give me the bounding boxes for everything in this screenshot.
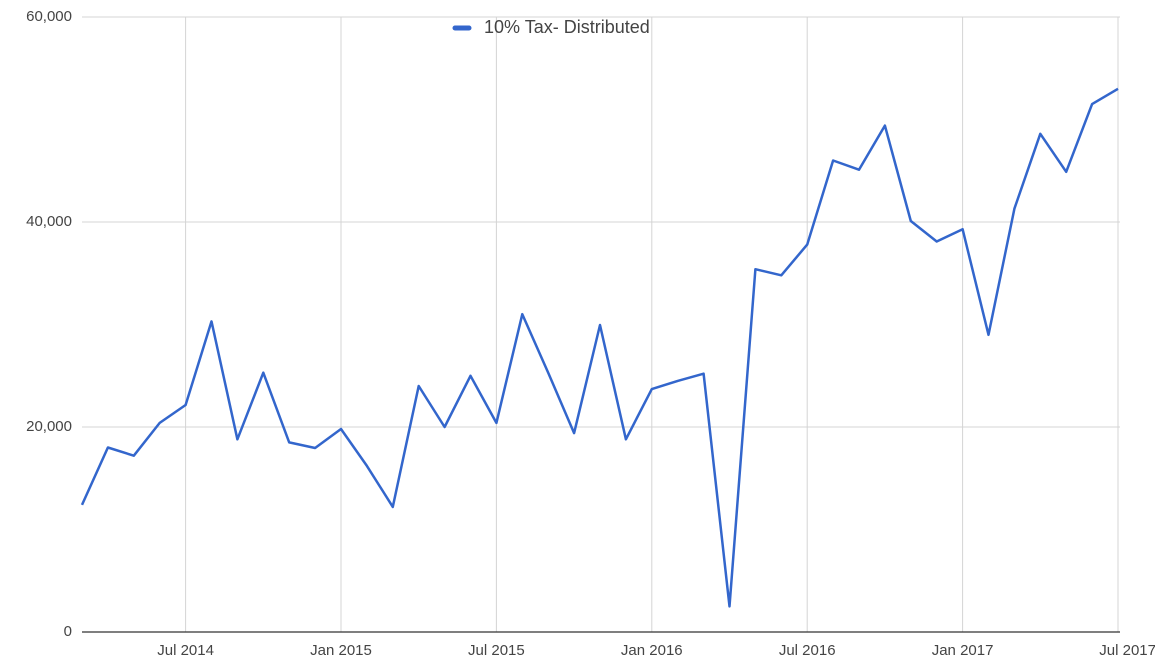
x-tick-label: Jul 2014 bbox=[157, 642, 214, 659]
x-tick-label: Jan 2015 bbox=[310, 642, 372, 659]
x-tick-label: Jul 2015 bbox=[468, 642, 525, 659]
legend-label: 10% Tax- Distributed bbox=[484, 17, 650, 37]
y-tick-label: 60,000 bbox=[26, 8, 72, 25]
y-tick-label: 20,000 bbox=[26, 418, 72, 435]
x-tick-label: Jan 2017 bbox=[932, 642, 994, 659]
x-tick-label: Jul 2017 bbox=[1099, 642, 1155, 659]
y-tick-label: 40,000 bbox=[26, 213, 72, 230]
y-tick-label: 0 bbox=[64, 623, 72, 640]
data-line bbox=[80, 87, 1119, 608]
x-tick-label: Jan 2016 bbox=[621, 642, 683, 659]
x-tick-label: Jul 2016 bbox=[779, 642, 836, 659]
